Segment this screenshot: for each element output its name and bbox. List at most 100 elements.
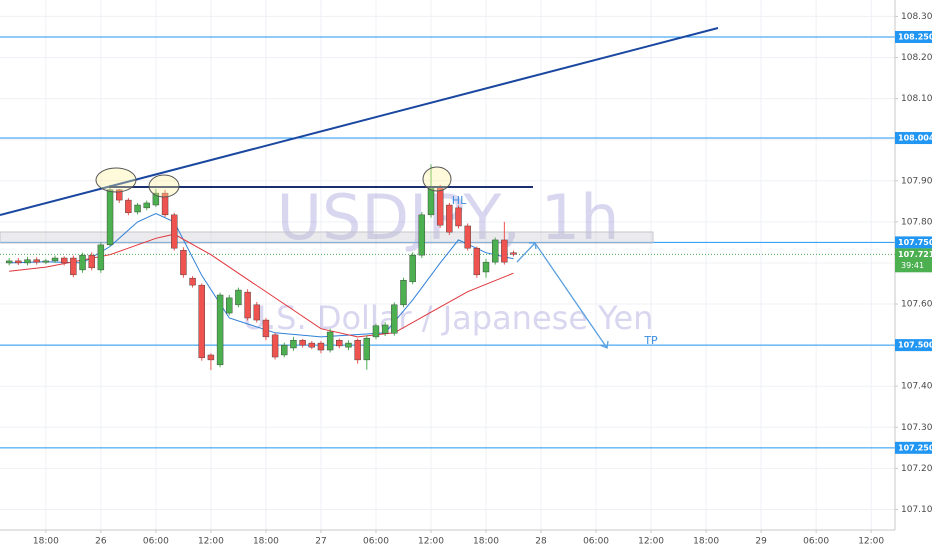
candle-body: [308, 342, 315, 348]
candle-body: [262, 319, 270, 338]
candle-body: [491, 239, 499, 263]
candle-body: [106, 189, 114, 246]
candle-body: [171, 214, 178, 249]
level-label: 108.250: [898, 32, 932, 41]
candle-body: [60, 257, 68, 264]
candle-body: [464, 225, 471, 249]
candle-body: [271, 334, 279, 358]
last-price-label: 107.721: [898, 250, 932, 259]
candle-body: [116, 189, 123, 201]
y-tick-label: 107.800: [901, 217, 932, 227]
y-tick-label: 107.400: [901, 382, 932, 392]
candle-body: [253, 304, 260, 321]
arrow-head: [599, 340, 609, 349]
y-tick-label: 107.300: [901, 423, 932, 433]
candle-body: [70, 257, 77, 276]
candle-body: [180, 250, 187, 276]
candle-body: [455, 207, 462, 227]
candle-body: [446, 204, 453, 233]
candle-body: [372, 325, 380, 338]
y-tick-label: 107.200: [901, 464, 932, 474]
candle-body: [244, 291, 251, 319]
y-tick-label: 108.200: [901, 53, 932, 63]
candle-body: [473, 247, 481, 276]
candle-body: [161, 192, 169, 216]
x-tick-label: 18:00: [473, 537, 499, 547]
candle-body: [436, 186, 444, 226]
x-tick-label: 18:00: [693, 537, 719, 547]
candle-body: [125, 199, 132, 214]
x-tick-label: 12:00: [418, 537, 444, 547]
x-tick-label: 12:00: [198, 537, 224, 547]
y-tick-label: 108.300: [901, 12, 932, 22]
level-tag: [895, 339, 932, 352]
candle-body: [97, 244, 105, 271]
candle-body: [317, 342, 325, 351]
arrow-head: [529, 242, 537, 250]
level-tag: [895, 236, 932, 249]
x-tick-label: 06:00: [363, 537, 389, 547]
candle-body: [363, 337, 371, 361]
annotation: HL: [452, 194, 467, 207]
candle-body: [216, 294, 224, 366]
candle-body: [409, 254, 416, 283]
candle-body: [79, 254, 86, 271]
axes: 108.300108.200108.100108.000107.900107.8…: [33, 12, 932, 547]
x-tick-label: 18:00: [253, 537, 279, 547]
x-tick-label: 06:00: [583, 537, 609, 547]
candle-body: [400, 280, 407, 306]
candle-body: [427, 186, 435, 216]
candle-body: [42, 260, 50, 263]
candle-body: [482, 261, 490, 273]
y-tick-label: 107.900: [901, 176, 932, 186]
candle-body: [299, 339, 306, 346]
candle-body: [15, 260, 22, 264]
x-tick-label: 06:00: [803, 537, 829, 547]
watermark-subtitle: U.S. Dollar / Japanese Yen: [243, 299, 654, 337]
x-tick-label: 18:00: [33, 537, 59, 547]
x-tick-label: 28: [535, 537, 547, 547]
candle-body: [381, 324, 389, 334]
x-tick-label: 29: [755, 537, 767, 547]
candle-body: [88, 254, 95, 269]
y-tick-label: 108.100: [901, 94, 932, 104]
x-tick-label: 26: [95, 537, 107, 547]
marks: [5, 164, 517, 371]
level-label: 108.004: [898, 134, 932, 143]
highlight-ellipse: [95, 167, 137, 193]
zone: [0, 231, 654, 244]
candle-body: [235, 289, 242, 306]
y-tick-label: 107.600: [901, 300, 932, 310]
candle-body: [290, 339, 297, 349]
candle-body: [198, 284, 205, 359]
x-tick-label: 12:00: [858, 537, 884, 547]
countdown: 39:41: [901, 261, 924, 270]
highlight-ellipse: [148, 174, 180, 198]
candle-body: [281, 344, 288, 356]
candle-body: [345, 342, 352, 348]
last-price-tag: [895, 248, 932, 273]
level-tag: [895, 30, 932, 43]
y-tick-label: 107.100: [901, 505, 932, 515]
level-label: 107.750: [898, 238, 932, 247]
candle-body: [207, 354, 215, 361]
x-tick-label: 27: [315, 537, 326, 547]
candle-body: [189, 277, 196, 286]
candle-body: [24, 259, 31, 264]
level-tag: [895, 132, 932, 145]
candle-body: [391, 304, 398, 334]
highlight-ellipse: [422, 166, 452, 192]
candle-body: [134, 204, 141, 213]
x-tick-label: 12:00: [638, 537, 664, 547]
trend-line: [0, 27, 719, 216]
candle-body: [51, 257, 59, 262]
candle-body: [418, 214, 426, 256]
candle-body: [33, 259, 40, 263]
annotation: TP: [643, 334, 658, 347]
moving-average: [9, 233, 514, 338]
candle-body: [336, 339, 343, 347]
x-tick-label: 06:00: [143, 537, 169, 547]
level-label: 107.500: [898, 341, 932, 350]
